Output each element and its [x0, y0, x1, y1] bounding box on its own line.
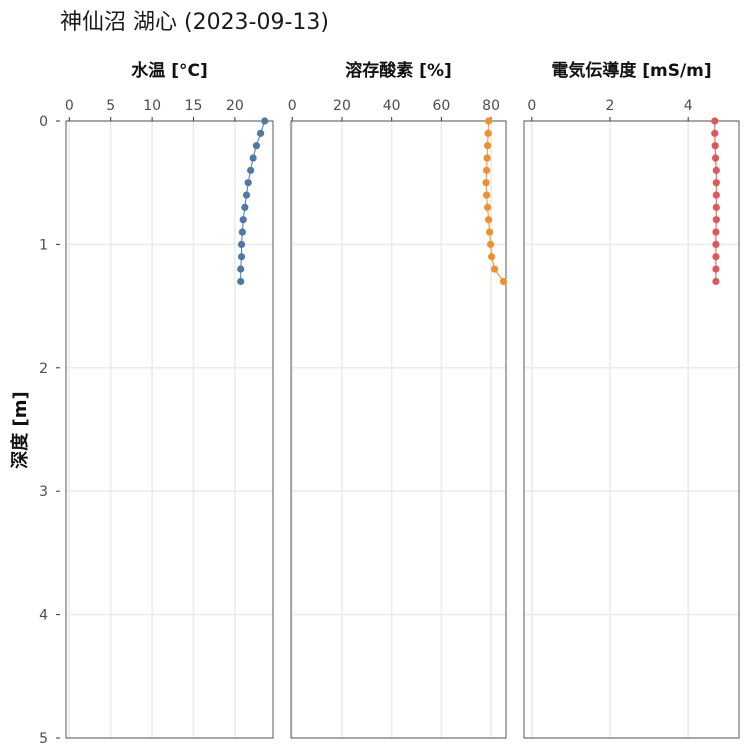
data-point [485, 117, 493, 125]
data-point [711, 117, 719, 125]
x-tick-label: 15 [185, 98, 203, 114]
data-point [252, 142, 261, 150]
x-tick-label: 10 [143, 98, 161, 114]
data-point [712, 265, 720, 273]
data-point [247, 166, 255, 174]
x-tick-label: 80 [482, 98, 500, 114]
data-point [483, 166, 491, 174]
data-point [485, 216, 493, 224]
data-point [261, 117, 269, 125]
data-point [712, 179, 720, 187]
data-point [237, 277, 245, 286]
y-tick-label: 4 [39, 608, 48, 624]
data-point [712, 228, 720, 236]
panels: 0 5 10 15 20 水温 [°C] 0 20 40 60 80 溶存酸素 [%] 0 2 4 電気伝導度… [65, 60, 740, 739]
x-tick-label: 0 [65, 98, 74, 114]
data-point [712, 191, 720, 199]
panel-3: 0 2 4 電気伝導度 [mS/m] [523, 60, 740, 739]
panel-frame [523, 120, 740, 739]
data-point [237, 265, 245, 273]
y-axis-label: 深度 [m] [9, 391, 31, 468]
panel-title: 電気伝導度 [mS/m] [551, 60, 711, 81]
data-point [241, 203, 249, 211]
panel-title: 溶存酸素 [%] [345, 60, 452, 81]
data-point [249, 154, 257, 162]
x-tick-label: 60 [432, 98, 450, 114]
data-point [712, 277, 720, 286]
data-point [238, 228, 246, 236]
x-tick-label: 5 [106, 98, 115, 114]
y-tick-label: 0 [39, 114, 48, 130]
panel-frame [65, 120, 274, 739]
y-tick-label: 3 [39, 484, 48, 500]
data-point [712, 240, 720, 248]
panel-title: 水温 [°C] [131, 60, 207, 81]
data-point [483, 154, 491, 162]
data-point [711, 129, 719, 137]
x-tick-label: 0 [288, 98, 297, 114]
x-tick-label: 0 [527, 98, 536, 114]
data-point [237, 253, 246, 261]
y-tick-label: 5 [39, 731, 48, 747]
data-point [482, 179, 490, 187]
data-point [712, 203, 720, 211]
x-tick-label: 40 [383, 98, 401, 114]
x-tick-label: 20 [333, 98, 351, 114]
panel-frame [290, 120, 507, 739]
data-point [483, 191, 491, 199]
data-point [256, 129, 265, 137]
data-point [242, 191, 251, 199]
data-point [712, 253, 720, 261]
data-point [711, 142, 719, 150]
data-point [712, 216, 720, 224]
x-tick-label: 20 [226, 98, 244, 114]
data-point [244, 179, 252, 187]
panel-2: 0 20 40 60 80 溶存酸素 [%] [288, 60, 508, 739]
data-point [239, 216, 247, 224]
data-point [486, 240, 495, 248]
x-tick-label: 4 [684, 98, 693, 114]
x-tick-label: 2 [606, 98, 615, 114]
y-tick-label: 1 [39, 237, 48, 253]
data-point [490, 265, 499, 273]
panel-1: 0 5 10 15 20 水温 [°C] [65, 60, 274, 739]
data-point [712, 166, 720, 174]
chart-title: 神仙沼 湖心 (2023-09-13) [60, 10, 329, 35]
data-point [484, 203, 492, 211]
y-axis-ticks: 0 1 2 3 4 5 [39, 114, 60, 747]
y-tick-label: 2 [39, 361, 48, 377]
data-point [487, 253, 496, 261]
data-point [237, 240, 246, 248]
data-point [485, 228, 494, 236]
data-point [711, 154, 720, 162]
data-point [499, 277, 508, 286]
data-point [484, 142, 492, 150]
data-point [484, 129, 492, 137]
